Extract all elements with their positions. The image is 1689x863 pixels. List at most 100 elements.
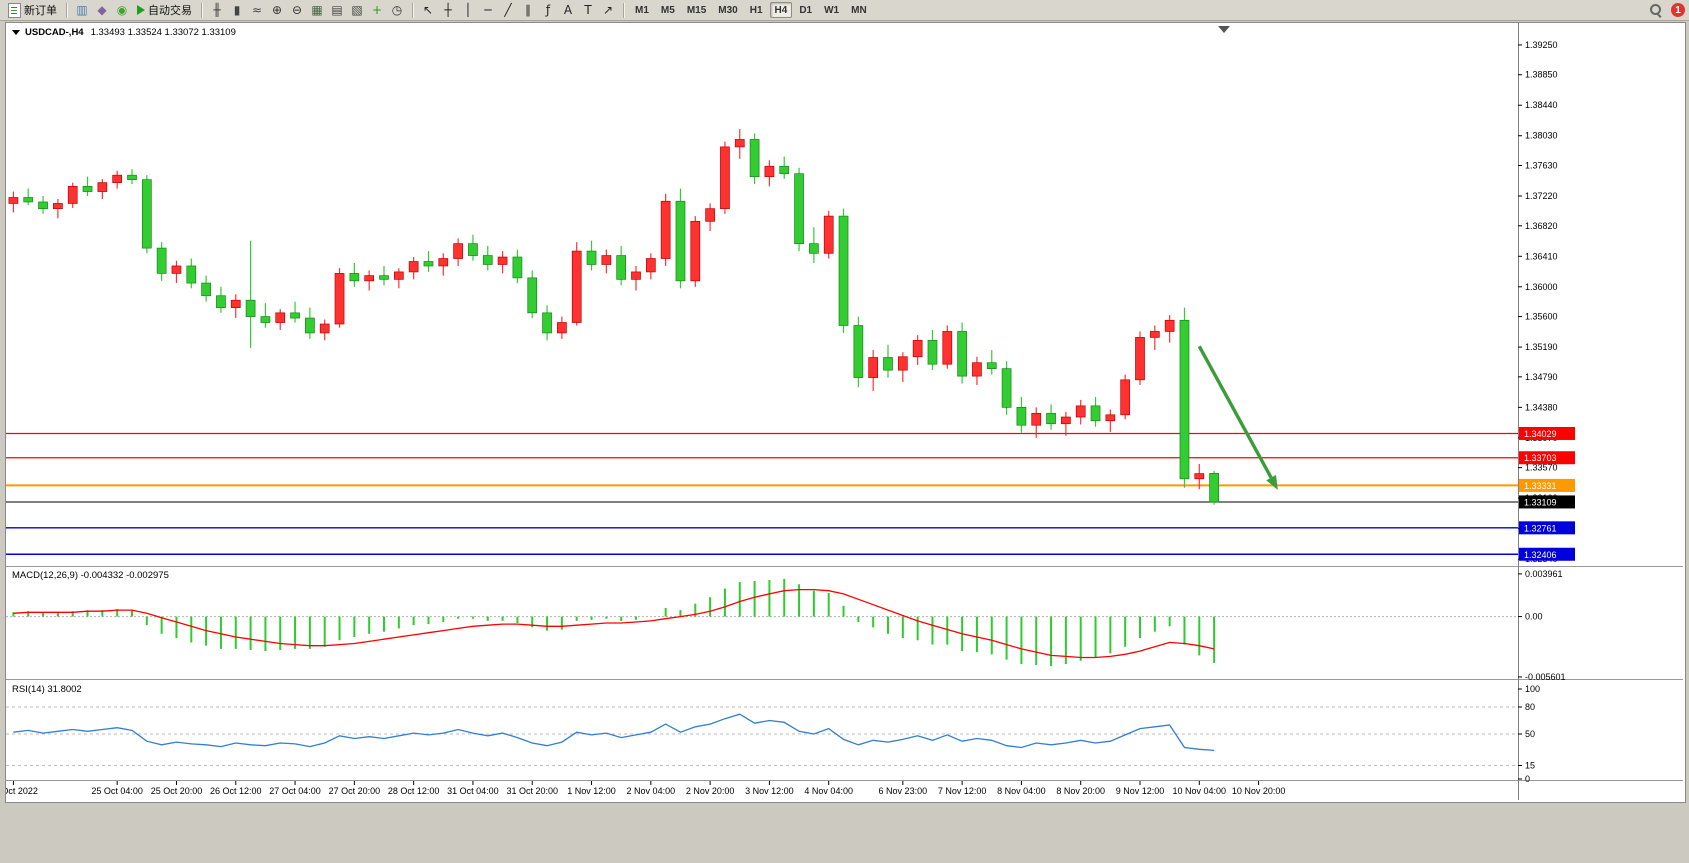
rsi-axis-label: 50 <box>1525 729 1535 739</box>
chart-shift-marker[interactable] <box>1218 26 1230 33</box>
autotrading-button[interactable]: 自动交易 <box>133 1 196 19</box>
timeframe-mn-button[interactable]: MN <box>846 2 872 18</box>
text-icon: A <box>563 3 573 17</box>
candle <box>201 282 211 297</box>
candle <box>245 299 256 317</box>
chart-canvas[interactable]: 1.39250 1.38850 1.38440 1.38030 1.37630 1.372… <box>6 23 1683 800</box>
candle <box>38 201 48 210</box>
candle <box>616 255 627 280</box>
candle <box>675 200 686 282</box>
candle <box>705 208 715 222</box>
line-chart-button[interactable]: ≈ <box>247 1 267 19</box>
chart-window-icon: ▥ <box>76 3 88 17</box>
bar-chart-icon: ╫ <box>213 3 221 17</box>
candle <box>1209 473 1219 503</box>
indicators-button[interactable]: + <box>367 1 387 19</box>
trend-arrow[interactable] <box>1197 345 1273 479</box>
candle <box>290 312 300 319</box>
candle <box>809 243 819 254</box>
timeframe-d1-button[interactable]: D1 <box>794 2 817 18</box>
candle <box>912 340 923 358</box>
zoom-in-button[interactable]: ⊕ <box>267 1 287 19</box>
label-button[interactable]: T <box>578 1 598 19</box>
candle <box>512 256 523 279</box>
candle <box>1031 412 1042 426</box>
text-button[interactable]: A <box>558 1 578 19</box>
price-axis-label: 1.33570 <box>1525 463 1558 473</box>
timeframe-m15-button[interactable]: M15 <box>682 2 711 18</box>
timeframe-h4-button[interactable]: H4 <box>769 2 793 18</box>
candle <box>1135 337 1145 381</box>
candle <box>1179 319 1190 480</box>
profiles-button[interactable]: ◆ <box>92 1 112 19</box>
indicators-icon: + <box>371 3 383 17</box>
time-axis-label: 28 Oct 12:00 <box>388 786 440 796</box>
notification-badge[interactable]: 1 <box>1671 3 1685 17</box>
candle <box>67 185 78 204</box>
chart-window-button[interactable]: ▥ <box>72 1 92 19</box>
candle <box>230 299 241 308</box>
timeframe-m1-button[interactable]: M1 <box>630 2 654 18</box>
timeframe-toolbar: M1 M5 M15 M30 H1 H4 D1 W1 MN <box>629 2 873 18</box>
timeframe-w1-button[interactable]: W1 <box>819 2 844 18</box>
candle <box>82 185 93 192</box>
candle <box>319 323 330 334</box>
macd-axis-label: 0.00 <box>1525 612 1543 622</box>
candle <box>1075 405 1086 418</box>
macd-signal-line <box>13 588 1215 659</box>
price-axis-label: 1.38440 <box>1525 100 1558 110</box>
fibonacci-button[interactable]: ƒ <box>538 1 558 19</box>
candle <box>942 331 953 365</box>
candle <box>275 312 286 323</box>
time-axis-label: 31 Oct 04:00 <box>447 786 499 796</box>
time-axis-label: 3 Nov 12:00 <box>745 786 794 796</box>
candle <box>749 139 760 178</box>
price-axis-label: 1.36820 <box>1525 221 1558 231</box>
zoom-out-button[interactable]: ⊖ <box>287 1 307 19</box>
new-order-label: 新订单 <box>24 5 57 17</box>
search-button[interactable] <box>1646 1 1666 19</box>
autotrading-label: 自动交易 <box>148 5 192 17</box>
channel-button[interactable]: ∥ <box>518 1 538 19</box>
toolbar-separator <box>412 2 413 18</box>
cascade-windows-button[interactable]: ▧ <box>347 1 367 19</box>
timeframe-m5-button[interactable]: M5 <box>656 2 680 18</box>
candlestick-chart-button[interactable]: ▮ <box>227 1 247 19</box>
candle <box>141 179 152 249</box>
data-refresh-button[interactable]: ◉ <box>112 1 132 19</box>
cursor-button[interactable]: ↖ <box>418 1 438 19</box>
ohlc-values: 1.33493 1.33524 1.33072 1.33109 <box>90 27 236 38</box>
trend-arrow-head[interactable] <box>1266 475 1278 490</box>
candle <box>1061 416 1071 425</box>
chart-menu-icon[interactable] <box>12 29 20 35</box>
arrange-windows-button[interactable]: ▤ <box>327 1 347 19</box>
crosshair-button[interactable]: ┼ <box>438 1 458 19</box>
bar-chart-button[interactable]: ╫ <box>207 1 227 19</box>
price-tag-1.33331-text: 1.33331 <box>1524 481 1557 491</box>
price-tag-1.33703 <box>1519 451 1575 465</box>
trendline-button[interactable]: ╱ <box>498 1 518 19</box>
zoom-in-icon: ⊕ <box>271 3 283 17</box>
macd-axis-label: -0.005601 <box>1525 672 1566 682</box>
time-axis-label: 10 Nov 04:00 <box>1173 786 1227 796</box>
time-axis-label: 31 Oct 20:00 <box>506 786 558 796</box>
rsi-name: RSI(14) <box>12 684 45 695</box>
macd-label: MACD(12,26,9) -0.004332 -0.002975 <box>12 570 169 581</box>
candle <box>97 182 108 192</box>
timeframe-h1-button[interactable]: H1 <box>745 2 768 18</box>
timeframe-m30-button[interactable]: M30 <box>713 2 742 18</box>
candle <box>482 255 493 265</box>
periods-button[interactable]: ◷ <box>387 1 407 19</box>
tile-windows-button[interactable]: ▦ <box>307 1 327 19</box>
zoom-out-icon: ⊖ <box>291 3 303 17</box>
toolbar-separator <box>623 2 624 18</box>
horizontal-line-button[interactable]: ─ <box>478 1 498 19</box>
candlestick-chart-icon: ▮ <box>233 3 241 17</box>
new-order-button[interactable]: 新订单 <box>4 1 61 19</box>
price-tag-1.32761-text: 1.32761 <box>1524 523 1557 533</box>
candle <box>1194 473 1205 480</box>
vertical-line-button[interactable]: │ <box>458 1 478 19</box>
arrows-button[interactable]: ↗ <box>598 1 618 19</box>
price-tag-1.32406-text: 1.32406 <box>1524 550 1557 560</box>
search-icon <box>1650 4 1662 16</box>
